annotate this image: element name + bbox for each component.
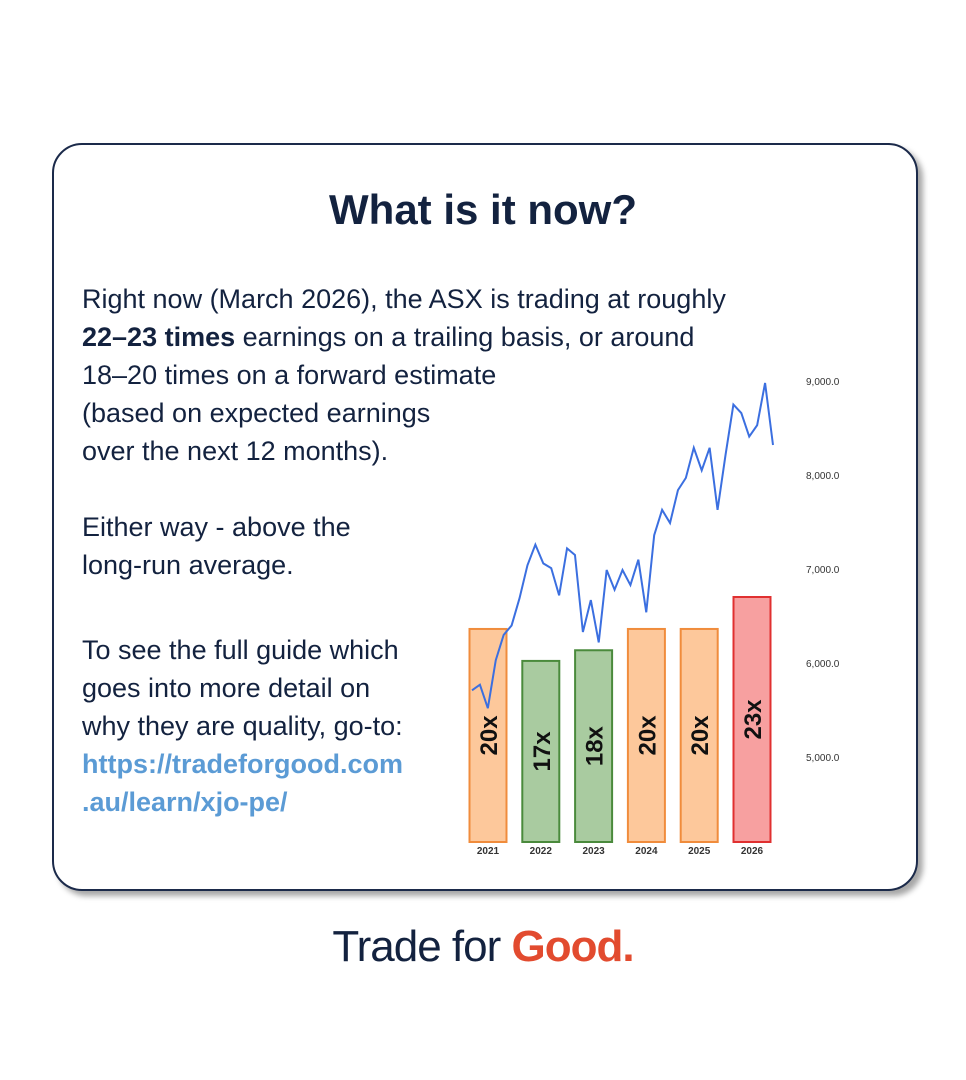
brand-text: Trade for — [332, 922, 501, 971]
bar — [521, 659, 561, 843]
value-label: 18x — [582, 725, 609, 766]
bar — [468, 627, 508, 844]
brand-accent: Good. — [511, 922, 635, 971]
value-label: 20x — [634, 715, 661, 756]
bold-text: 22–23 times — [82, 322, 236, 352]
value-label: 20x — [476, 715, 503, 756]
y-tick-label: 5,000.0 — [806, 753, 840, 764]
text: earnings on a trailing basis, or around — [242, 322, 695, 352]
bar — [574, 649, 614, 843]
link[interactable]: https://tradeforgood.com — [82, 749, 403, 779]
either: Either way - above the long-run average. — [82, 508, 351, 584]
text-line: Either way - above the — [82, 512, 351, 542]
bar — [679, 627, 719, 844]
value-label: 20x — [687, 715, 714, 756]
y-tick-label: 7,000.0 — [806, 565, 840, 576]
bar — [626, 627, 666, 844]
text-line: goes into more detail on — [82, 673, 371, 703]
x-tick-label: 2024 — [635, 846, 658, 857]
y-tick-label: 6,000.0 — [806, 659, 840, 670]
y-tick-label: 9,000.0 — [806, 377, 840, 388]
x-tick-label: 2026 — [741, 846, 764, 857]
text-line: 18–20 times on a forward estimate — [82, 360, 497, 390]
y-tick-label: 8,000.0 — [806, 471, 840, 482]
text-line: over the next 12 months). — [82, 436, 389, 466]
bar — [732, 596, 772, 843]
link[interactable]: .au/learn/xjo-pe/ — [82, 787, 288, 817]
value-label: 23x — [740, 699, 767, 740]
intro: Right now (March 2026), the ASX is tradi… — [82, 280, 726, 470]
text-line: why they are quality, go-to: — [82, 711, 403, 741]
title: What is it now? — [329, 186, 637, 233]
x-tick-label: 2022 — [530, 846, 553, 857]
index-line — [471, 382, 774, 709]
text-line: Right now (March 2026), the ASX is tradi… — [82, 284, 726, 314]
brand: Trade for Good. — [0, 922, 966, 972]
x-tick-label: 2021 — [477, 846, 500, 857]
value-label: 17x — [529, 731, 556, 772]
guide: To see the full guide which goes into mo… — [82, 631, 403, 821]
text-line: long-run average. — [82, 550, 294, 580]
text-line: 22–23 times earnings on a trailing basis… — [82, 318, 726, 356]
text-line: To see the full guide which — [82, 635, 399, 665]
x-tick-label: 2023 — [582, 846, 605, 857]
text-line: (based on expected earnings — [82, 398, 431, 428]
x-tick-label: 2025 — [688, 846, 711, 857]
